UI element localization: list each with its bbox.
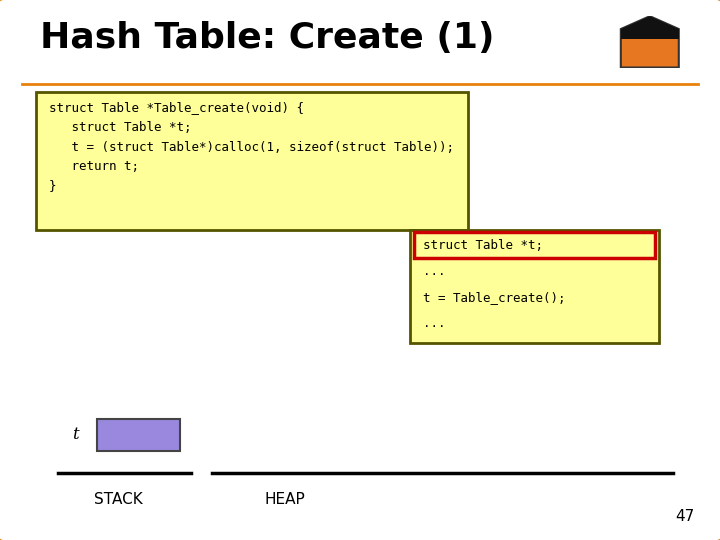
Polygon shape (621, 16, 679, 68)
Text: Hash Table: Create (1): Hash Table: Create (1) (40, 21, 494, 55)
Text: struct Table *Table_create(void) {
   struct Table *t;
   t = (struct Table*)cal: struct Table *Table_create(void) { struc… (49, 102, 454, 193)
Polygon shape (621, 16, 679, 29)
Text: HEAP: HEAP (264, 492, 305, 507)
Bar (410, 230, 659, 343)
Bar (36, 92, 468, 230)
Text: ...: ... (423, 265, 446, 278)
Text: struct Table *t;: struct Table *t; (423, 239, 544, 252)
Bar (97, 418, 180, 451)
Text: ...: ... (423, 317, 446, 330)
Bar (414, 232, 655, 258)
Text: 47: 47 (675, 509, 695, 524)
Text: t: t (72, 426, 79, 443)
Polygon shape (621, 29, 679, 39)
Text: t = Table_create();: t = Table_create(); (423, 291, 566, 304)
Text: STACK: STACK (94, 492, 143, 507)
